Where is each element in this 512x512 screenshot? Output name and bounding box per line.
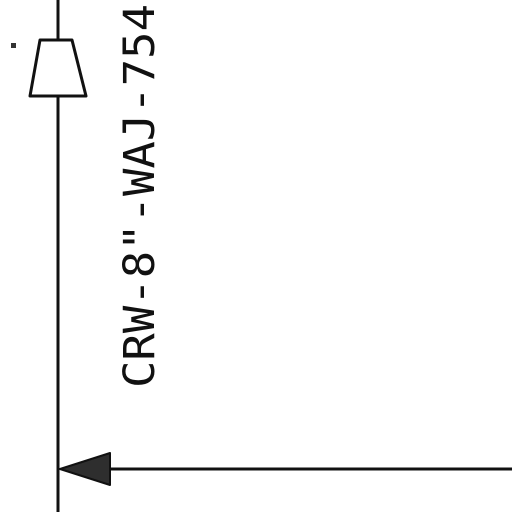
pipe-reducer-symbol [28,38,88,98]
pipe-line-label: CRW-8"-WAJ-754 [115,4,165,388]
small-marker [11,43,16,48]
flow-arrow-left [59,452,111,486]
